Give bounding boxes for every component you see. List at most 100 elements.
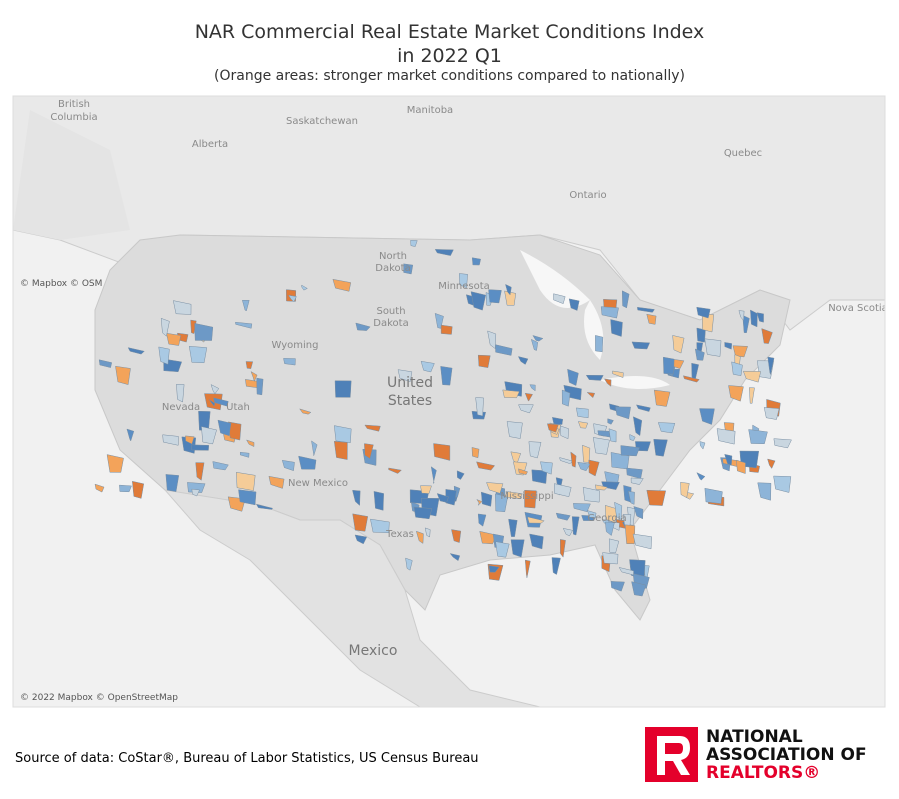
place-label: Texas bbox=[385, 529, 414, 540]
metro-area bbox=[235, 321, 253, 329]
metro-area bbox=[172, 300, 192, 315]
metro-area bbox=[238, 489, 257, 506]
metro-area bbox=[255, 503, 274, 510]
metro-area bbox=[476, 498, 483, 506]
logo-r bbox=[657, 736, 690, 775]
map-frame bbox=[12, 95, 886, 708]
metro-area bbox=[311, 440, 318, 456]
metro-area bbox=[281, 459, 295, 472]
attribution: © Mapbox © OSM bbox=[20, 279, 102, 289]
place-label: Manitoba bbox=[407, 105, 453, 116]
metro-area bbox=[239, 451, 250, 458]
metro-area bbox=[440, 366, 453, 386]
metro-area bbox=[204, 393, 223, 411]
metro-area bbox=[332, 278, 352, 292]
logo-text: ASSOCIATION OF bbox=[706, 745, 867, 765]
metro-area bbox=[424, 527, 431, 538]
metro-area bbox=[477, 513, 487, 527]
metro-area bbox=[397, 369, 413, 383]
metro-area bbox=[620, 445, 640, 457]
metro-area bbox=[209, 399, 215, 407]
metro-area bbox=[287, 294, 297, 303]
place-label: Quebec bbox=[724, 148, 762, 159]
metro-area bbox=[621, 290, 630, 309]
metro-area bbox=[555, 512, 571, 521]
metro-area bbox=[749, 387, 755, 404]
metro-area bbox=[364, 443, 374, 459]
metro-area bbox=[552, 416, 564, 425]
metro-area bbox=[486, 482, 504, 494]
canada bbox=[13, 96, 885, 331]
metro-area bbox=[268, 475, 285, 489]
metro-area bbox=[586, 392, 596, 399]
metro-area bbox=[190, 444, 210, 451]
metro-area bbox=[663, 356, 675, 375]
metro-area bbox=[246, 439, 255, 447]
metro-area bbox=[632, 416, 643, 437]
metro-area bbox=[750, 309, 758, 328]
metro-area bbox=[415, 530, 424, 544]
metro-area bbox=[547, 423, 559, 433]
metro-area bbox=[635, 404, 651, 412]
metro-area bbox=[682, 375, 700, 383]
place-label: Saskatchewan bbox=[286, 116, 358, 127]
metro-area bbox=[504, 290, 517, 306]
metro-area bbox=[98, 359, 113, 368]
metro-area bbox=[405, 557, 413, 571]
metro-area bbox=[479, 530, 497, 545]
attribution: © 2022 Mapbox © OpenStreetMap bbox=[20, 693, 178, 703]
place-label: Alberta bbox=[192, 139, 228, 150]
metro-area bbox=[510, 539, 525, 558]
metro-area bbox=[699, 408, 715, 425]
metro-area bbox=[403, 263, 414, 275]
metro-area bbox=[477, 354, 491, 368]
metro-area bbox=[528, 441, 542, 459]
metro-area bbox=[605, 521, 615, 536]
metro-area bbox=[570, 451, 577, 468]
metro-area bbox=[653, 389, 671, 407]
metro-area bbox=[195, 462, 205, 481]
metro-area bbox=[630, 477, 644, 485]
title-line: NAR Commercial Real Estate Market Condit… bbox=[194, 21, 705, 43]
metro-area bbox=[127, 347, 145, 355]
metro-area bbox=[364, 424, 381, 432]
metro-area bbox=[283, 358, 296, 366]
metro-area bbox=[524, 490, 537, 509]
metro-area bbox=[562, 527, 573, 537]
metro-area bbox=[456, 470, 465, 480]
metro-area bbox=[165, 474, 180, 492]
metro-area bbox=[699, 441, 706, 450]
metro-area bbox=[459, 273, 468, 289]
metro-area bbox=[440, 324, 453, 335]
metro-area bbox=[354, 534, 368, 545]
metro-area bbox=[540, 461, 553, 475]
metro-area bbox=[194, 323, 214, 341]
metro-area bbox=[631, 341, 651, 350]
metro-area bbox=[532, 335, 544, 342]
metro-area bbox=[433, 443, 451, 461]
place-label: Columbia bbox=[50, 112, 97, 123]
metro-area bbox=[646, 489, 666, 506]
metro-area bbox=[410, 240, 418, 247]
metro-area bbox=[756, 312, 764, 323]
mexico bbox=[163, 489, 541, 707]
metro-area bbox=[575, 407, 589, 419]
metro-area bbox=[502, 389, 520, 399]
metro-area bbox=[475, 397, 484, 417]
metro-area bbox=[527, 516, 545, 524]
metro-area bbox=[126, 428, 135, 442]
metro-area bbox=[716, 428, 736, 445]
place-label: New Mexico bbox=[288, 478, 348, 489]
metro-area bbox=[505, 491, 523, 499]
title-line: in 2022 Q1 bbox=[397, 45, 502, 67]
metro-area bbox=[568, 298, 580, 311]
place-label: North bbox=[379, 251, 407, 262]
metro-area bbox=[624, 524, 636, 545]
metro-area bbox=[594, 484, 608, 491]
metro-area bbox=[653, 439, 668, 457]
metro-area bbox=[603, 378, 612, 387]
metro-area bbox=[561, 389, 571, 407]
metro-area bbox=[505, 283, 512, 296]
metro-area bbox=[160, 317, 170, 337]
great-lakes bbox=[520, 250, 670, 389]
